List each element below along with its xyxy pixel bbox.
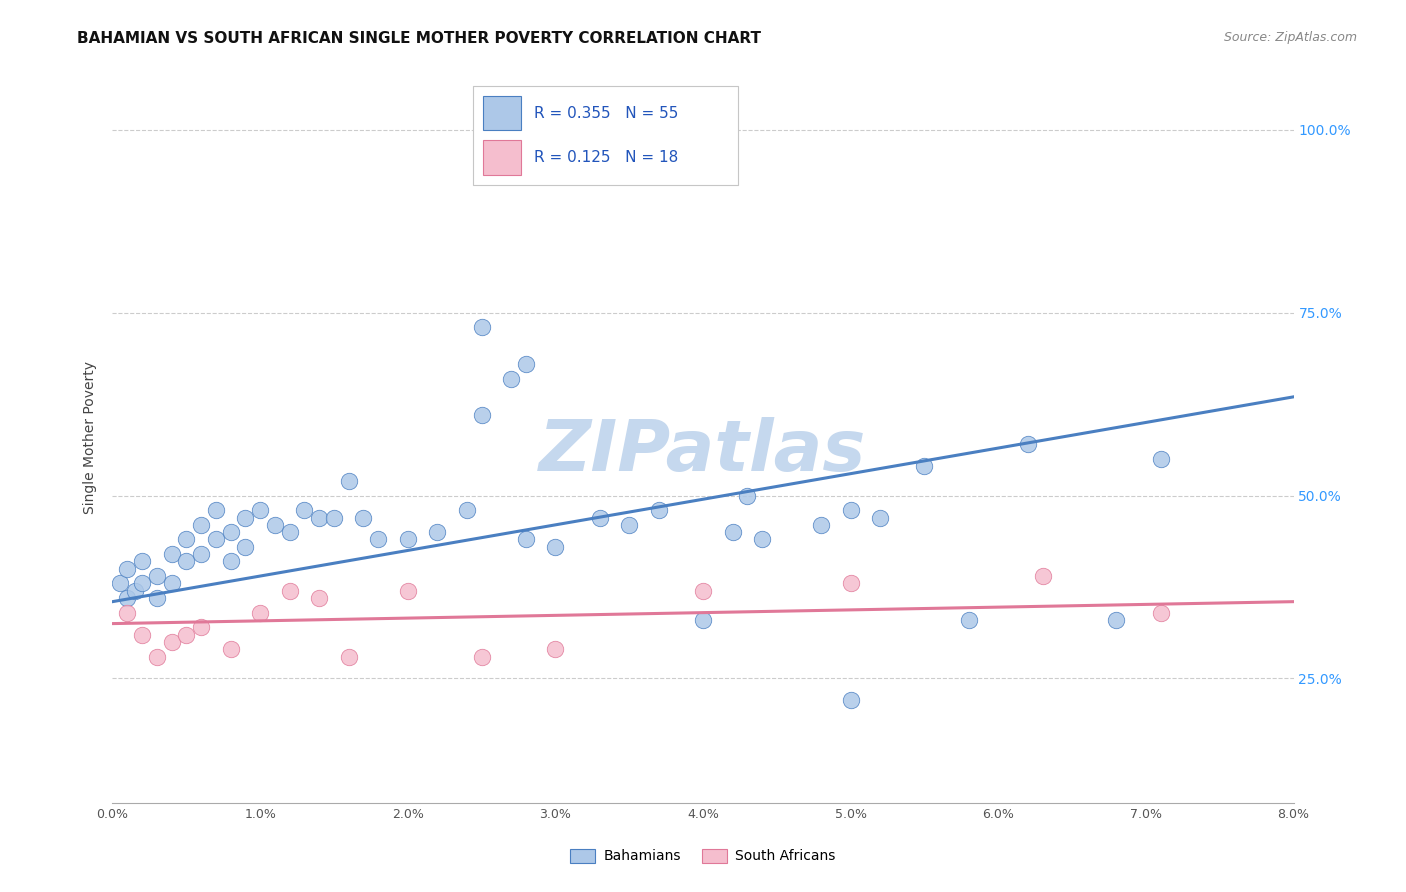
Point (1105, 613, 1128, 627)
Point (278, 525, 301, 540)
Point (278, 583, 301, 598)
Point (131, 554, 153, 568)
Point (839, 693, 862, 707)
Point (396, 533, 419, 547)
Point (751, 533, 773, 547)
Point (190, 547, 212, 561)
Point (456, 503, 478, 517)
Point (124, 583, 146, 598)
Point (205, 533, 228, 547)
Point (219, 525, 242, 540)
Point (131, 576, 153, 591)
Point (471, 649, 494, 664)
Point (233, 510, 256, 524)
Point (544, 540, 567, 554)
Point (337, 474, 360, 488)
Point (160, 635, 183, 649)
Point (174, 533, 197, 547)
Point (190, 620, 212, 634)
Point (1150, 606, 1173, 620)
Point (146, 569, 169, 583)
Point (352, 510, 374, 524)
Point (146, 649, 169, 664)
Point (544, 642, 567, 657)
Text: ZIPatlas: ZIPatlas (540, 417, 866, 486)
Point (737, 489, 759, 503)
Point (839, 503, 862, 517)
Point (515, 357, 537, 371)
Point (308, 591, 330, 605)
Point (146, 591, 169, 605)
Point (426, 525, 449, 540)
Point (471, 408, 494, 422)
Point (264, 517, 287, 532)
Point (131, 627, 153, 641)
Point (160, 547, 183, 561)
Point (515, 533, 537, 547)
Point (323, 510, 346, 524)
Point (647, 503, 671, 517)
Point (367, 533, 389, 547)
Point (249, 606, 271, 620)
Point (721, 525, 744, 540)
Point (174, 627, 197, 641)
Point (619, 517, 641, 532)
Point (810, 517, 832, 532)
Point (501, 371, 523, 385)
Point (108, 576, 131, 591)
Legend: Bahamians, South Africans: Bahamians, South Africans (565, 843, 841, 869)
Point (160, 576, 183, 591)
Point (205, 503, 228, 517)
Point (249, 503, 271, 517)
Point (190, 517, 212, 532)
Point (233, 540, 256, 554)
Text: Source: ZipAtlas.com: Source: ZipAtlas.com (1223, 31, 1357, 45)
Point (914, 459, 936, 474)
Point (219, 642, 242, 657)
Point (308, 510, 330, 524)
Point (219, 554, 242, 568)
Point (839, 576, 862, 591)
Point (869, 510, 891, 524)
Point (692, 613, 714, 627)
Point (471, 145, 494, 159)
Point (1150, 452, 1173, 467)
Point (1032, 569, 1054, 583)
Text: BAHAMIAN VS SOUTH AFRICAN SINGLE MOTHER POVERTY CORRELATION CHART: BAHAMIAN VS SOUTH AFRICAN SINGLE MOTHER … (77, 31, 761, 46)
Point (117, 591, 138, 605)
Point (692, 583, 714, 598)
Point (396, 583, 419, 598)
Point (337, 649, 360, 664)
Point (117, 562, 138, 576)
Point (588, 510, 610, 524)
Point (957, 613, 980, 627)
Point (117, 606, 138, 620)
Y-axis label: Single Mother Poverty: Single Mother Poverty (83, 360, 97, 514)
Point (1017, 437, 1039, 451)
Point (292, 503, 315, 517)
Point (174, 554, 197, 568)
Point (471, 320, 494, 334)
